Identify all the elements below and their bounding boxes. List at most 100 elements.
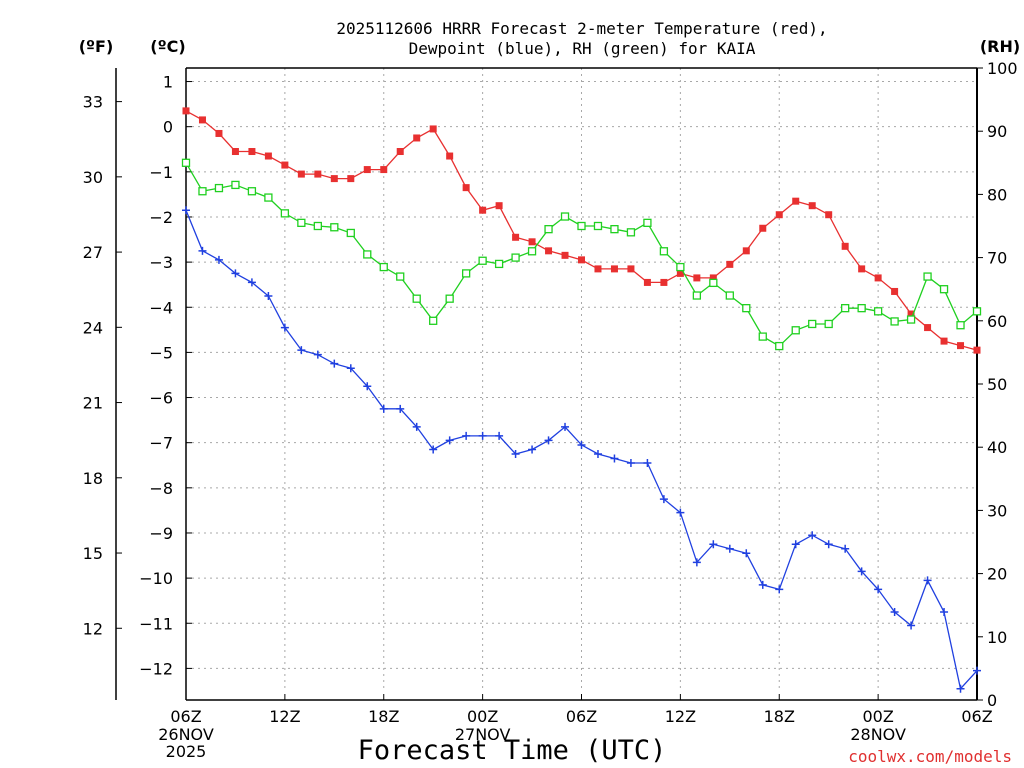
fahrenheit-tick-label: 24: [83, 318, 103, 337]
data-point: [923, 576, 932, 585]
fahrenheit-tick-label: 15: [83, 544, 103, 563]
data-point: [742, 549, 751, 558]
y-axes: 10−1−2−3−4−5−6−7−8−9−10−11−1233302724211…: [83, 59, 1018, 710]
celsius-tick-label: 1: [163, 73, 173, 92]
data-point: [858, 265, 866, 273]
data-point: [528, 238, 536, 246]
data-point: [758, 580, 767, 589]
data-point: [264, 193, 273, 202]
data-point: [676, 262, 685, 272]
data-point: [891, 287, 899, 295]
fahrenheit-tick-label: 21: [83, 394, 103, 413]
data-point: [445, 436, 454, 445]
x-tick-label: 12Z: [665, 707, 696, 726]
rh-tick-label: 0: [987, 691, 997, 710]
data-point: [808, 531, 817, 540]
data-point: [182, 206, 190, 215]
data-point: [379, 404, 388, 413]
data-point: [214, 183, 224, 193]
celsius-tick-label: −8: [149, 479, 173, 498]
data-point: [659, 495, 668, 504]
data-point: [627, 265, 635, 273]
data-point: [956, 321, 965, 330]
data-point: [857, 567, 866, 576]
data-point: [380, 166, 388, 174]
data-point: [923, 272, 932, 281]
data-point: [214, 255, 223, 264]
data-point: [593, 449, 602, 458]
data-point: [462, 184, 470, 192]
data-point: [940, 607, 949, 616]
data-point: [940, 337, 948, 345]
data-point: [280, 209, 290, 218]
data-point: [247, 278, 256, 287]
fahrenheit-tick-label: 27: [83, 243, 103, 262]
x-axis-label: Forecast Time (UTC): [358, 735, 667, 766]
data-point: [890, 317, 899, 326]
x-tick-date-label: 27NOV: [455, 725, 511, 744]
data-point: [725, 544, 734, 553]
data-point: [841, 544, 850, 553]
data-point: [857, 304, 866, 313]
data-point: [396, 272, 405, 281]
data-point: [560, 212, 570, 221]
data-point: [956, 684, 965, 693]
rh-unit-label: (RH): [980, 37, 1020, 56]
data-series: [181, 107, 982, 693]
data-point: [578, 256, 585, 264]
data-point: [379, 262, 388, 272]
data-point: [544, 225, 553, 234]
data-point: [906, 315, 916, 324]
data-point: [841, 304, 850, 313]
celsius-tick-label: −9: [149, 524, 173, 543]
data-point: [231, 269, 240, 278]
x-tick-year-label: 2025: [166, 742, 207, 761]
data-point: [264, 152, 272, 160]
rh-tick-label: 60: [987, 312, 1007, 331]
data-point: [396, 148, 404, 156]
data-point: [643, 459, 652, 467]
data-point: [874, 585, 883, 594]
data-point: [511, 449, 520, 458]
celsius-tick-label: −3: [149, 253, 173, 272]
celsius-tick-label: −4: [149, 298, 173, 317]
data-point: [347, 175, 355, 183]
series-dewpoint: [182, 206, 981, 693]
data-point: [824, 540, 833, 549]
rh-tick-label: 100: [987, 59, 1018, 78]
celsius-tick-label: −11: [139, 614, 173, 633]
chart-title-line-2: Dewpoint (blue), RH (green) for KAIA: [409, 39, 756, 58]
series-rh: [181, 158, 982, 351]
data-point: [413, 134, 421, 142]
fahrenheit-unit-label: (ºF): [79, 37, 114, 56]
data-point: [643, 218, 652, 227]
x-tick-label: 00Z: [862, 707, 893, 726]
data-point: [479, 206, 487, 214]
data-point: [264, 291, 273, 300]
data-point: [808, 202, 816, 210]
data-point: [841, 242, 849, 250]
data-point: [610, 225, 619, 234]
data-point: [626, 459, 635, 467]
celsius-tick-label: 0: [163, 118, 173, 137]
data-point: [313, 221, 322, 231]
data-point: [495, 431, 504, 440]
data-point: [577, 440, 586, 449]
data-point: [825, 211, 833, 219]
data-point: [330, 175, 338, 183]
data-point: [181, 158, 191, 167]
data-point: [692, 291, 702, 300]
data-point: [363, 250, 372, 259]
data-point: [545, 247, 553, 255]
data-point: [429, 445, 438, 454]
data-point: [330, 359, 339, 368]
data-point: [808, 319, 817, 329]
celsius-tick-label: −10: [139, 569, 173, 588]
data-point: [445, 294, 454, 303]
plot-frame: [115, 67, 978, 701]
data-point: [874, 274, 882, 282]
data-point: [924, 324, 932, 332]
x-tick-label: 12Z: [269, 707, 300, 726]
data-point: [511, 253, 520, 262]
